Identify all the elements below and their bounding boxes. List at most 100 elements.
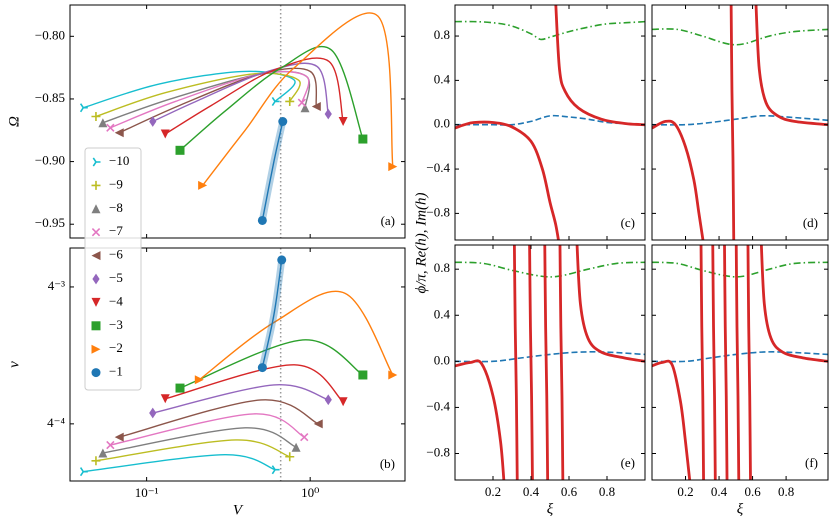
marker (198, 180, 208, 190)
panel-label: (c) (621, 215, 635, 230)
x-tick-label: 0.2 (677, 484, 693, 499)
series-line (754, 5, 828, 127)
x-axis-label: ξ (737, 501, 744, 517)
marker (338, 397, 348, 407)
legend-label: −5 (109, 270, 123, 285)
axes-frame (454, 4, 646, 241)
x-tick-label: 0.4 (711, 484, 728, 499)
plot-area (652, 245, 828, 480)
axes-frame (69, 4, 406, 239)
series-line (455, 359, 506, 480)
marker (175, 383, 185, 393)
marker (338, 117, 348, 126)
series-line (455, 20, 645, 41)
series-line (83, 70, 296, 109)
panel-label: (d) (803, 215, 818, 230)
marker (114, 128, 124, 138)
legend-label: −6 (109, 247, 123, 262)
y-tick-label: −0.85 (35, 90, 65, 105)
y-tick-label: 0.8 (434, 260, 450, 275)
x-tick-label: 0.8 (778, 484, 794, 499)
marker (257, 363, 267, 373)
series-line (734, 245, 741, 480)
series-line (202, 12, 394, 186)
marker (98, 448, 108, 458)
series-line (554, 5, 645, 127)
marker (300, 432, 309, 442)
series-line (699, 245, 705, 480)
x-tick-label: 10⁻¹ (135, 485, 159, 500)
marker (300, 103, 310, 113)
series-line (455, 114, 645, 126)
panel-label: (a) (381, 213, 395, 228)
series-line (723, 245, 729, 480)
series-line (652, 261, 828, 278)
y-tick-label: 0.8 (434, 27, 450, 42)
series-line (261, 259, 283, 368)
series-line (729, 5, 736, 240)
axes-frame (69, 247, 406, 482)
marker (388, 162, 398, 172)
series-line (198, 290, 394, 381)
legend-label: −4 (109, 293, 123, 308)
marker (358, 370, 368, 380)
x-tick-label: 0.6 (561, 484, 578, 499)
plot-area (83, 5, 394, 238)
series-line (165, 364, 344, 403)
marker (297, 98, 307, 107)
series-line (83, 454, 276, 473)
series-band (258, 256, 286, 372)
legend-label: −1 (109, 364, 123, 379)
series-line (455, 351, 645, 363)
legend-label: −3 (109, 317, 123, 332)
series-line (652, 359, 692, 480)
series-line (179, 339, 364, 389)
panel-label: (b) (380, 456, 395, 471)
y-axis-label: ϕ/π, Re(h), Im(h) (413, 192, 429, 293)
panel: −0.80 −0.85 −0.90 −0.95 (a) Ω (6, 4, 406, 239)
marker (324, 108, 332, 120)
series-line (652, 119, 705, 240)
marker (160, 129, 170, 139)
x-axis-label: V (233, 502, 244, 518)
panel: 0.2 0.4 0.6 0.8 0.8 0.4 0.0 −0.4 −0.8 (e) ξ (426, 244, 646, 517)
series-line (179, 45, 364, 151)
legend-label: −9 (109, 176, 123, 191)
marker (291, 442, 301, 452)
marker (91, 297, 101, 307)
panel-label: (e) (621, 455, 635, 470)
y-tick-label: 4⁻⁴ (47, 415, 65, 430)
marker (92, 273, 100, 285)
marker (114, 432, 124, 442)
y-tick-label: −0.8 (426, 204, 450, 219)
marker (98, 118, 108, 128)
plot-area (455, 5, 645, 240)
y-tick-label: −0.80 (35, 27, 65, 42)
series-line (759, 245, 828, 363)
y-tick-label: −0.8 (426, 444, 450, 459)
series-line (455, 120, 560, 240)
marker (311, 101, 321, 111)
panel: 10⁻¹ 10⁰ 4⁻³ 4⁻⁴ (b) Vv (6, 247, 406, 518)
y-tick-label: 0.0 (434, 116, 450, 131)
marker (91, 180, 101, 190)
marker (277, 255, 287, 265)
marker (313, 419, 323, 429)
y-tick-label: −0.4 (426, 160, 450, 175)
x-tick-label: 10⁰ (301, 485, 319, 500)
marker (324, 394, 332, 406)
marker (257, 215, 267, 225)
series-line (711, 245, 717, 480)
x-tick-label: 0.8 (599, 484, 615, 499)
x-axis-label: ξ (547, 501, 554, 517)
series-line (95, 439, 290, 462)
marker (106, 440, 115, 450)
marker (175, 145, 185, 155)
y-tick-label: −0.4 (426, 398, 450, 413)
marker (271, 96, 280, 106)
plot-area (455, 245, 645, 480)
series-line (152, 384, 329, 414)
marker (271, 465, 280, 475)
axes-frame (454, 244, 646, 481)
y-tick-label: −0.90 (35, 153, 65, 168)
